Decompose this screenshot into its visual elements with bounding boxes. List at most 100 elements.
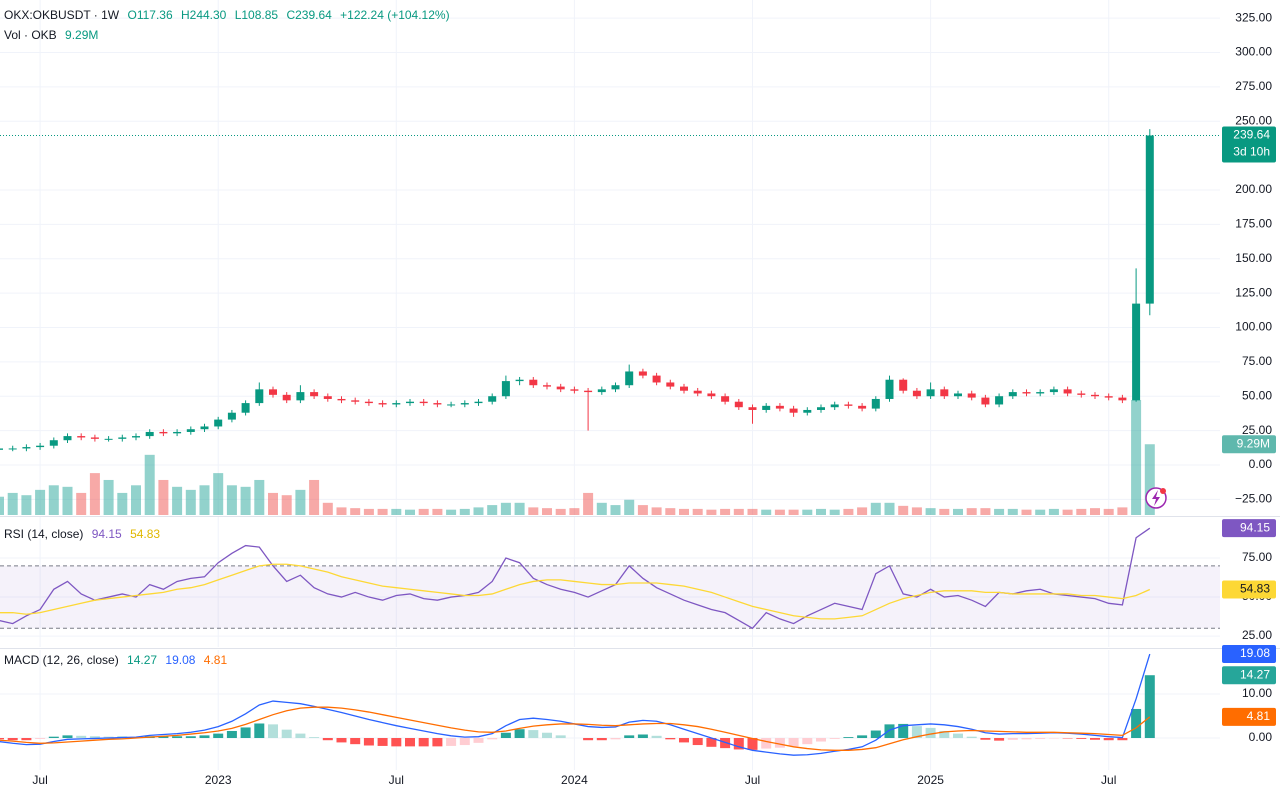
y-tick-label: 0.00 (1249, 457, 1273, 471)
histogram-bar (363, 738, 374, 746)
candle-body (296, 392, 305, 401)
histogram-bar (1144, 675, 1155, 739)
histogram-bar (48, 736, 59, 739)
candle-body (173, 431, 182, 434)
candle-body (652, 375, 661, 383)
candle-body (488, 396, 497, 402)
histogram-bar (679, 738, 689, 743)
signal-label-box (1222, 707, 1276, 726)
histogram-bar (1007, 738, 1018, 740)
volume-bar (747, 508, 758, 515)
rsi-value: 94.15 (91, 527, 122, 541)
x-tick-label: Jul (1101, 773, 1116, 787)
volume-bar (679, 508, 689, 515)
histogram-bar (226, 730, 237, 739)
rsi-label: 94.15 (1240, 520, 1270, 534)
histogram-bar (555, 735, 566, 739)
candle-body (227, 412, 236, 420)
candle-body (1022, 392, 1031, 394)
x-tick-label: 2023 (205, 773, 232, 787)
histogram-bar (843, 737, 854, 739)
volume-bar (35, 489, 46, 515)
candle-body (501, 381, 510, 397)
candle-body (323, 396, 332, 399)
histogram-bar (185, 736, 196, 739)
volume-bar (761, 509, 772, 515)
symbol: OKX:OKBUSDT · 1W (4, 8, 120, 22)
y-tick-label: 100.00 (1235, 320, 1272, 334)
histogram-bar (1076, 738, 1087, 739)
volume-bar (226, 485, 237, 515)
candle-body (406, 401, 414, 404)
hist-label: 14.27 (1240, 667, 1270, 681)
histogram-bar (35, 738, 46, 739)
volume-bar (1007, 508, 1018, 515)
volume-bar (788, 509, 799, 515)
volume-bar (240, 486, 251, 515)
histogram-bar (473, 738, 484, 743)
histogram-bar (405, 738, 415, 747)
volume-bar (48, 485, 59, 515)
volume-bar (555, 508, 566, 515)
candle-body (584, 390, 593, 393)
histogram-bar (980, 738, 991, 740)
price-legend: OKX:OKBUSDT · 1W O117.36 H244.30 L108.85… (4, 8, 455, 22)
histogram-bar (939, 730, 950, 739)
histogram-bar (514, 729, 525, 739)
candle-body (912, 390, 921, 397)
price-label: 239.64 (1233, 128, 1270, 142)
candle-body (433, 403, 442, 405)
candle-body (625, 371, 634, 386)
volume-bar (254, 479, 265, 515)
candle-body (570, 389, 579, 391)
volume-bar (76, 492, 87, 515)
candle-body (378, 403, 387, 405)
candle-body (529, 379, 538, 386)
candle-body (1063, 389, 1072, 394)
histogram-bar (624, 735, 635, 739)
candle-body (392, 403, 401, 405)
volume-bar (377, 508, 388, 515)
volume-bar (117, 492, 128, 515)
volume-bar (268, 492, 278, 515)
volume-bar (665, 508, 676, 515)
y-tick-label: 75.00 (1242, 550, 1272, 564)
volume-bar (103, 479, 114, 515)
volume-bar (966, 508, 977, 515)
rsi-band (0, 565, 1220, 629)
histogram-bar (7, 738, 18, 741)
histogram-bar (898, 723, 909, 739)
volume-bar (514, 502, 525, 515)
y-tick-label: 150.00 (1235, 251, 1272, 265)
volume-bar (911, 507, 922, 515)
volume-bar (172, 486, 183, 515)
histogram-bar (199, 735, 210, 739)
candle-body (8, 448, 17, 450)
macd-value: 19.08 (165, 653, 196, 667)
volume-bar (500, 502, 511, 515)
volume-bar (363, 508, 374, 515)
rsi-label-box (1222, 519, 1276, 538)
volume-bar (1076, 508, 1087, 515)
volume-bar (1144, 444, 1155, 515)
histogram-bar (1103, 738, 1114, 741)
candle-body (885, 379, 894, 399)
histogram-bar (172, 736, 183, 739)
histogram-bar (651, 735, 662, 739)
histogram-bar (350, 738, 361, 745)
hist-value: 14.27 (127, 653, 158, 667)
candle-body (515, 379, 524, 382)
histogram-bar (788, 738, 799, 747)
histogram-bar (281, 729, 292, 739)
candle-body (981, 397, 990, 405)
volume-bar (309, 479, 320, 515)
candle-body (214, 419, 223, 427)
histogram-bar (1021, 738, 1032, 740)
macd-label-box (1222, 645, 1276, 664)
volume-bar (994, 508, 1005, 515)
candle-body (63, 436, 72, 441)
histogram-bar (637, 734, 648, 739)
candle-body (104, 438, 113, 440)
histogram-bar (213, 733, 224, 739)
candle-body (899, 379, 908, 391)
